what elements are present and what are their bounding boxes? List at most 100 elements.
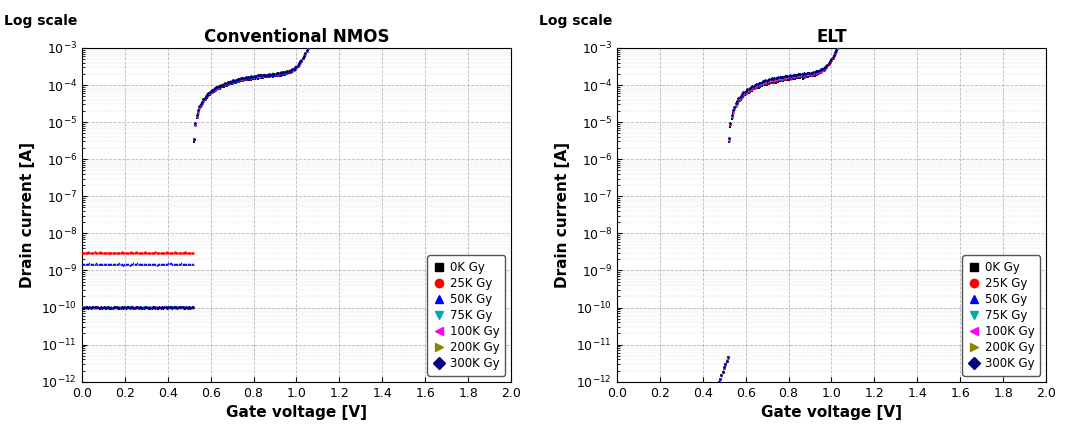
Point xyxy=(134,304,151,311)
Point xyxy=(302,39,319,46)
Point xyxy=(224,77,241,84)
Title: Conventional NMOS: Conventional NMOS xyxy=(203,28,389,46)
Point xyxy=(195,97,212,104)
Point xyxy=(81,305,98,312)
Point xyxy=(258,72,275,79)
Point xyxy=(800,70,817,77)
Point xyxy=(317,0,334,7)
Point xyxy=(120,304,137,311)
Point xyxy=(292,59,309,66)
Point xyxy=(785,72,802,79)
Point xyxy=(227,78,244,85)
Point xyxy=(126,304,143,311)
Point xyxy=(763,79,780,86)
Point xyxy=(760,81,777,88)
Point xyxy=(181,304,198,311)
Point xyxy=(179,304,196,311)
Point xyxy=(706,389,723,396)
Point xyxy=(306,28,323,35)
Point xyxy=(265,70,282,77)
Point xyxy=(77,249,94,256)
Point xyxy=(729,101,746,108)
Point xyxy=(691,433,708,434)
Point xyxy=(193,101,210,108)
Point xyxy=(164,250,181,257)
Point xyxy=(172,304,189,311)
Point xyxy=(94,304,111,311)
Point xyxy=(816,66,834,72)
Point xyxy=(810,70,827,77)
Point xyxy=(706,390,723,397)
Point xyxy=(181,250,198,256)
Point xyxy=(213,83,230,90)
Point xyxy=(834,35,851,42)
Point xyxy=(135,250,152,256)
Point xyxy=(215,81,232,88)
Point xyxy=(289,62,306,69)
Point xyxy=(748,85,765,92)
Point xyxy=(771,74,789,81)
Point xyxy=(311,15,328,22)
Point xyxy=(779,74,796,81)
Point xyxy=(788,73,805,80)
Point xyxy=(196,95,213,102)
Point xyxy=(270,70,287,77)
Point xyxy=(305,33,322,39)
Point xyxy=(240,74,257,81)
Point xyxy=(281,68,299,75)
Point xyxy=(175,304,193,311)
Point xyxy=(815,66,832,73)
Point xyxy=(847,0,865,4)
Point xyxy=(699,411,716,418)
Point xyxy=(85,260,102,267)
Point xyxy=(294,56,311,62)
Point xyxy=(707,386,724,393)
Point xyxy=(842,11,859,18)
Point xyxy=(296,50,314,57)
Point xyxy=(749,82,766,89)
Point xyxy=(165,304,182,311)
Point xyxy=(800,71,817,78)
Point xyxy=(797,72,814,79)
Point xyxy=(152,304,169,311)
Point xyxy=(781,74,798,81)
Point xyxy=(759,79,776,86)
Point xyxy=(215,80,232,87)
Point xyxy=(307,26,324,33)
Point xyxy=(88,304,105,311)
Point xyxy=(728,102,745,108)
Point xyxy=(722,121,739,128)
Point xyxy=(823,56,840,62)
Point xyxy=(144,260,162,267)
Point xyxy=(302,39,319,46)
Point xyxy=(193,103,210,110)
Point xyxy=(219,80,236,87)
Point xyxy=(790,73,807,80)
Point xyxy=(729,97,746,104)
Point xyxy=(133,304,150,311)
Point xyxy=(755,78,773,85)
Point xyxy=(722,122,739,128)
Point xyxy=(277,68,294,75)
Point xyxy=(138,304,155,311)
Point xyxy=(692,429,709,434)
Point xyxy=(735,92,752,99)
Point xyxy=(256,74,273,81)
Point xyxy=(294,55,311,62)
Point xyxy=(114,304,132,311)
Point xyxy=(159,304,177,311)
Point xyxy=(169,304,186,311)
Point xyxy=(793,72,810,79)
Point xyxy=(294,55,311,62)
Point xyxy=(110,304,127,311)
Point xyxy=(724,108,742,115)
Point xyxy=(792,72,809,79)
Point xyxy=(796,71,813,78)
Point xyxy=(205,86,223,93)
Point xyxy=(698,415,715,422)
Point xyxy=(196,94,213,101)
Point xyxy=(744,85,761,92)
Point xyxy=(188,112,205,119)
Point xyxy=(836,28,853,35)
Point xyxy=(269,70,286,77)
